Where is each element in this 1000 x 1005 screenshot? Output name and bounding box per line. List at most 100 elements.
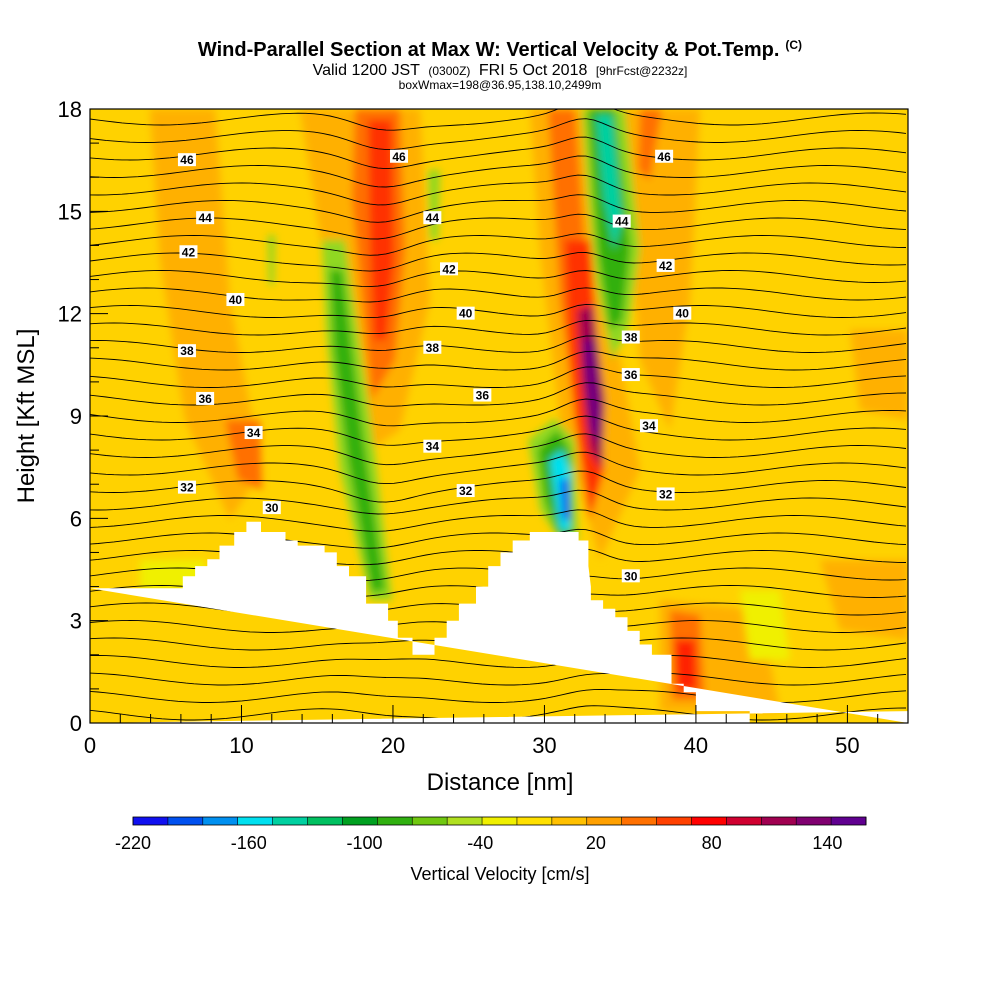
colorbar-tick-label: -160 <box>231 833 267 853</box>
colorbar-tick-label: 20 <box>586 833 606 853</box>
colorbar-swatch <box>272 817 309 825</box>
chart-subtitle: Valid 1200 JST (0300Z) FRI 5 Oct 2018 [9… <box>313 62 688 79</box>
contour-label: 32 <box>459 484 473 498</box>
contour-label: 30 <box>624 569 638 583</box>
colorbar-swatch <box>761 817 797 825</box>
colorbar-swatch <box>796 817 832 825</box>
theta-contour-line <box>90 655 907 668</box>
contour-label-bg <box>226 293 245 307</box>
contour-label: 46 <box>180 153 194 167</box>
colorbar-tick-label: -100 <box>346 833 382 853</box>
theta-contour-line <box>90 415 907 446</box>
theta-contour-line <box>90 155 907 188</box>
velocity-region <box>268 235 275 285</box>
velocity-region <box>428 170 440 240</box>
colorbar-swatch <box>307 817 343 825</box>
theta-contour-line <box>90 350 907 371</box>
contour-label-bg <box>390 149 409 163</box>
theta-contour-line <box>90 174 907 206</box>
contour-label-bg <box>655 149 674 163</box>
contour-labels: 46 46 46 44 44 44 42 42 42 40 40 40 38 38 38 36 36 36 34 34… <box>177 149 692 583</box>
contour-label-bg <box>177 153 196 167</box>
contour-label: 46 <box>657 150 671 164</box>
theta-contour-line <box>90 794 906 811</box>
theta-contour-line <box>575 721 607 723</box>
theta-contour-line <box>90 382 907 407</box>
colorbar-swatch <box>412 817 448 825</box>
contour-label-bg <box>179 245 198 259</box>
contour-label-bg <box>440 262 459 276</box>
contour-label: 40 <box>229 293 243 307</box>
y-axis-label: Height [Kft MSL] <box>13 329 40 504</box>
contour-label: 40 <box>459 307 473 321</box>
velocity-region <box>150 109 262 520</box>
contour-label: 34 <box>426 440 440 454</box>
colorbar: -220 -160 -100 -40 20 80 140 <box>115 816 867 853</box>
velocity-region <box>583 340 600 445</box>
theta-contour-line <box>90 118 907 151</box>
colorbar-swatch <box>656 817 692 825</box>
y-tick-label: 3 <box>70 609 82 634</box>
contour-label-bg <box>612 214 631 228</box>
contour-label: 40 <box>676 307 690 321</box>
velocity-region <box>330 270 385 592</box>
velocity-field <box>140 109 908 712</box>
contour-label-bg <box>177 480 196 494</box>
contour-label: 32 <box>659 487 673 501</box>
contour-label-bg <box>177 344 196 358</box>
contour-label: 32 <box>180 481 194 495</box>
velocity-region <box>675 640 697 690</box>
contour-label: 44 <box>198 211 212 225</box>
theta-contour-line <box>90 109 907 131</box>
theta-contour-line <box>90 366 907 388</box>
contour-label-bg <box>621 330 640 344</box>
colorbar-swatch <box>551 817 588 825</box>
theta-contour-line <box>90 528 907 549</box>
contour-label-bg <box>656 487 675 501</box>
colorbar-swatch <box>691 817 727 825</box>
colorbar-swatch <box>342 817 378 825</box>
y-tick-label: 12 <box>58 302 82 327</box>
colorbar-swatch <box>516 817 553 825</box>
contour-label-bg <box>423 340 442 354</box>
velocity-region <box>850 330 908 420</box>
colorbar-swatch <box>202 817 239 825</box>
y-tick-label: 18 <box>58 97 82 122</box>
contour-label: 44 <box>615 215 629 229</box>
colorbar-swatch <box>621 817 658 825</box>
contour-label: 44 <box>426 211 440 225</box>
y-tick-label: 6 <box>70 506 82 531</box>
chart-title: Wind-Parallel Section at Max W: Vertical… <box>198 38 802 61</box>
contour-label: 36 <box>198 392 212 406</box>
contour-label-bg <box>673 306 692 320</box>
theta-contour-line <box>90 136 907 170</box>
theta-contour-line <box>90 398 907 427</box>
contour-label: 30 <box>265 501 279 515</box>
contour-label: 46 <box>392 150 406 164</box>
theta-contour-line <box>90 194 907 223</box>
contour-label-bg <box>456 306 475 320</box>
contour-label: 34 <box>642 419 656 433</box>
colorbar-swatch <box>237 817 274 825</box>
theta-contour-line <box>90 451 907 485</box>
colorbar-swatch <box>586 817 623 825</box>
terrain-mask <box>90 521 908 723</box>
x-tick-label: 50 <box>835 733 859 758</box>
colorbar-tick-label: -220 <box>115 833 151 853</box>
x-tick-label: 40 <box>684 733 708 758</box>
contour-label-bg <box>621 569 640 583</box>
velocity-region <box>560 478 570 520</box>
colorbar-swatch <box>447 817 483 825</box>
contour-label: 36 <box>476 389 490 403</box>
colorbar-swatch <box>831 817 867 825</box>
contour-label-bg <box>621 368 640 382</box>
theta-contour-line <box>90 739 906 755</box>
contour-label: 38 <box>426 341 440 355</box>
theta-contour-line <box>90 287 907 303</box>
x-axis-label: Distance [nm] <box>427 769 574 796</box>
colorbar-swatch <box>726 817 762 825</box>
theta-contour-line <box>90 303 907 319</box>
theta-contour-line <box>90 252 907 272</box>
velocity-region <box>638 109 662 180</box>
